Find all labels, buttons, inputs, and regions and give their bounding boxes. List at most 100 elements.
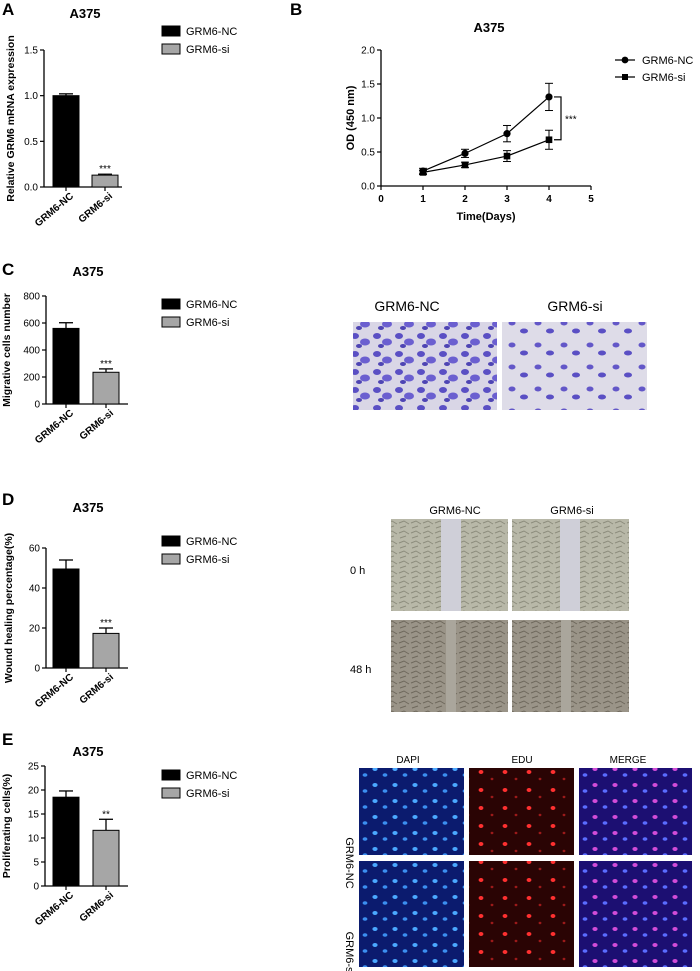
chart-a-ylabel: Relative GRM6 mRNA expression	[5, 35, 17, 202]
edu-header-merge: MERGE	[610, 755, 647, 766]
wound-header-nc: GRM6-NC	[429, 505, 480, 517]
chart-d-ytick-label: 20	[29, 624, 41, 635]
chart-b-ytick-label: 0.5	[361, 148, 375, 159]
chart-b-xtick-label: 0	[378, 194, 384, 205]
chart-a-bar	[52, 95, 80, 188]
chart-a-title: A375	[69, 6, 100, 21]
chart-c-legend-swatch	[161, 298, 181, 310]
bar-chart-a: A375 Relative GRM6 mRNA expression 0.0 0.5 1…	[5, 6, 237, 229]
chart-a-legend-label: GRM6-NC	[186, 26, 237, 38]
wound-image-nc-48h	[391, 620, 508, 712]
chart-e-ytick-label: 15	[28, 810, 40, 821]
edu-header-edu: EDU	[511, 755, 532, 766]
chart-a-legend-label: GRM6-si	[186, 44, 229, 56]
chart-d-bar	[52, 568, 80, 669]
bar-chart-d: A375 Wound healing percentage(%) 0 20 40 60 GR…	[3, 500, 237, 710]
wound-row-48h: 48 h	[350, 664, 371, 676]
chart-d-bar	[92, 632, 120, 669]
chart-c-legend-label: GRM6-si	[186, 317, 229, 329]
chart-a-legend-swatch	[161, 25, 181, 37]
chart-c-legend-swatch	[161, 316, 181, 328]
chart-e-ytick-label: 20	[28, 786, 40, 797]
chart-c-ytick-label: 800	[23, 292, 40, 303]
edu-row-si: GRM6-si	[343, 932, 355, 971]
chart-b-legend-marker	[621, 56, 629, 64]
bar-chart-e: A375 Proliferating cells(%) 0 5 10 15 20 25 GRM6…	[1, 744, 237, 928]
transwell-header-nc: GRM6-NC	[374, 298, 439, 314]
chart-b-point	[503, 130, 511, 138]
chart-d-legend-swatch	[161, 535, 181, 547]
wound-row-0h: 0 h	[350, 565, 365, 577]
chart-b-xtick-label: 3	[504, 194, 510, 205]
chart-c-significance: ***	[100, 359, 112, 370]
chart-e-ytick-label: 10	[28, 834, 40, 845]
chart-b-xtick-label: 2	[462, 194, 468, 205]
transwell-image-si	[502, 322, 647, 410]
chart-d-ytick-label: 60	[29, 544, 41, 555]
chart-b-ytick-label: 1.0	[361, 114, 375, 125]
chart-c-legend-label: GRM6-NC	[186, 299, 237, 311]
chart-b-legend-label: GRM6-si	[642, 72, 685, 84]
chart-a-xtick-label: GRM6-si	[77, 191, 115, 226]
chart-e-significance: **	[102, 809, 110, 820]
chart-b-legend-marker	[622, 74, 628, 80]
chart-c-ylabel: Migrative cells number	[1, 293, 13, 407]
wound-image-nc-0h	[391, 519, 508, 611]
chart-a-xtick-label: GRM6-NC	[33, 191, 76, 229]
chart-c-bar	[92, 371, 120, 405]
chart-d-legend-label: GRM6-si	[186, 554, 229, 566]
chart-b-title: A375	[473, 20, 504, 35]
chart-a-legend-swatch	[161, 43, 181, 55]
chart-a-ytick-label: 0.5	[24, 137, 38, 148]
chart-e-bar	[92, 829, 120, 887]
wound-image-si-48h	[512, 620, 629, 712]
chart-a-ytick-label: 1.5	[24, 46, 38, 57]
line-chart-b: A375 OD (450 nm) Time(Days) 0.0 0.5 1.0 1.5 2.0…	[345, 20, 693, 223]
chart-a-significance: ***	[99, 164, 111, 175]
transwell-images: GRM6-NC GRM6-si	[353, 298, 647, 410]
chart-b-xtick-label: 1	[420, 194, 426, 205]
wound-image-si-0h	[512, 519, 629, 611]
chart-b-xtick-label: 4	[546, 194, 552, 205]
chart-c-bar	[52, 327, 80, 405]
chart-d-legend-swatch	[161, 553, 181, 565]
chart-d-legend-label: GRM6-NC	[186, 536, 237, 548]
chart-b-ytick-label: 0.0	[361, 182, 375, 193]
chart-e-xtick-label: GRM6-NC	[33, 890, 76, 928]
edu-image-si-merge	[579, 861, 692, 967]
transwell-header-si: GRM6-si	[547, 298, 602, 314]
chart-c-xtick-label: GRM6-NC	[33, 408, 76, 446]
chart-b-significance-bracket	[554, 96, 562, 141]
chart-c-ytick-label: 0	[34, 400, 40, 411]
wound-header-si: GRM6-si	[550, 505, 593, 517]
chart-d-ylabel: Wound healing percentage(%)	[3, 533, 15, 683]
edu-image-nc-merge	[579, 768, 692, 855]
chart-b-ytick-label: 2.0	[361, 46, 375, 57]
chart-b-point	[419, 169, 427, 176]
chart-b-point	[461, 161, 469, 169]
edu-images: DAPI EDU MERGE GRM6-NC GRM6-si	[343, 755, 692, 971]
chart-e-title: A375	[72, 744, 103, 759]
chart-d-title: A375	[72, 500, 103, 515]
edu-header-dapi: DAPI	[396, 755, 419, 766]
edu-image-nc-edu	[469, 768, 574, 855]
chart-b-point	[503, 152, 511, 160]
chart-d-ytick-label: 40	[29, 584, 41, 595]
chart-a-bar	[91, 174, 119, 188]
chart-b-ytick-label: 1.5	[361, 80, 375, 91]
edu-image-si-edu	[469, 861, 574, 967]
chart-e-bar	[52, 796, 80, 887]
chart-e-ytick-label: 25	[28, 762, 40, 773]
chart-a-ytick-label: 0.0	[24, 183, 38, 194]
transwell-image-nc	[353, 322, 497, 410]
chart-e-ytick-label: 0	[33, 882, 39, 893]
chart-d-significance: ***	[100, 618, 112, 629]
chart-b-ylabel: OD (450 nm)	[345, 85, 357, 150]
chart-b-xlabel: Time(Days)	[456, 211, 515, 223]
wound-healing-images: GRM6-NC GRM6-si 0 h 48 h	[350, 505, 629, 712]
chart-b-series-line	[422, 139, 550, 173]
chart-e-xtick-label: GRM6-si	[78, 890, 116, 925]
chart-b-point	[461, 149, 469, 157]
chart-d-xtick-label: GRM6-si	[78, 672, 116, 707]
chart-b-point	[545, 93, 553, 101]
